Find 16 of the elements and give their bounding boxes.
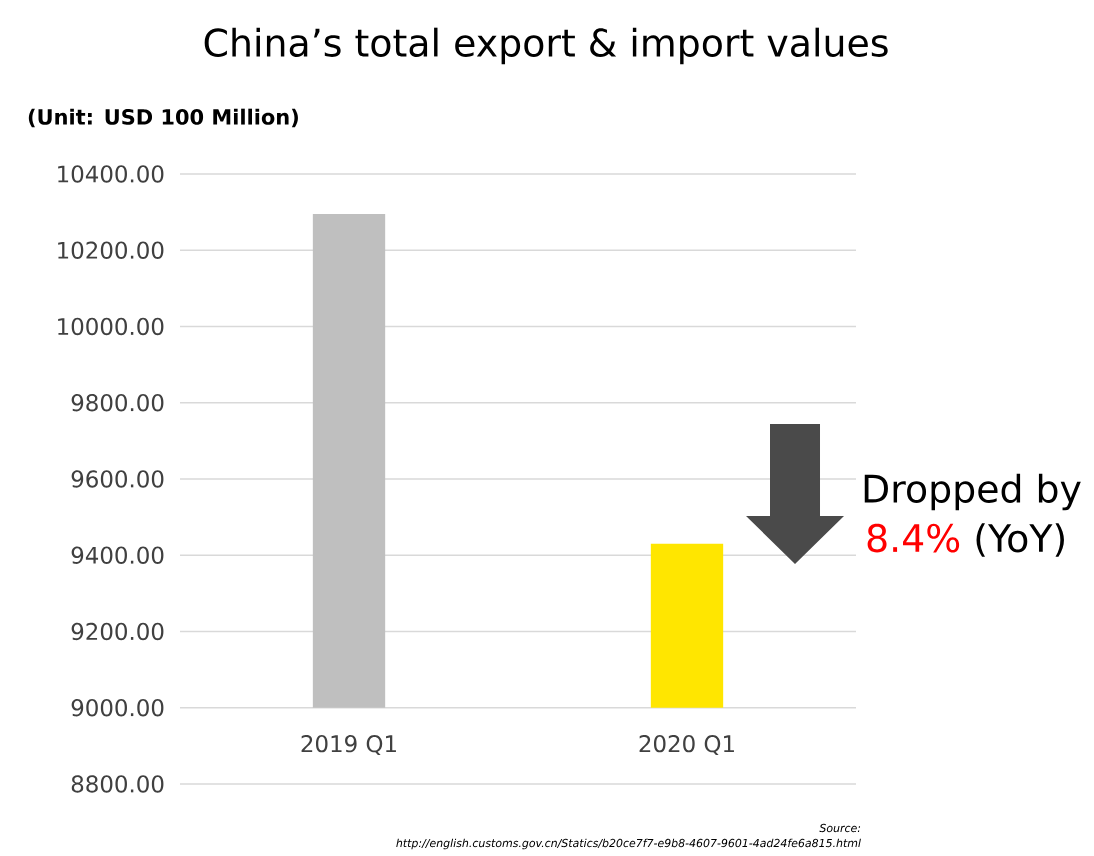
y-tick-label: 8800.00: [71, 775, 164, 793]
chart-title: China’s total export & import values: [204, 27, 888, 65]
y-tick-label: 9200.00: [71, 622, 164, 641]
text: (YoY): [976, 523, 1064, 557]
x-tick-label: 2019 Q1: [301, 735, 396, 756]
y-tick-label: 9000.00: [71, 699, 164, 717]
y-tick-label: 10400.00: [58, 165, 164, 183]
y-tick-label: 10000.00: [58, 317, 164, 336]
y-tick-label: 9600.00: [71, 470, 164, 488]
chart-subtitle: (Unit: USD 100 Million): [28, 108, 298, 128]
y-tick-label: 9400.00: [71, 546, 164, 564]
text: Dropped by: [864, 473, 1081, 511]
y-tick-label: 9800.00: [71, 394, 164, 412]
x-tick-label: 2020 Q1: [639, 735, 734, 756]
text: 8.4%: [867, 523, 960, 553]
y-tick-label: 10200.00: [58, 241, 164, 259]
